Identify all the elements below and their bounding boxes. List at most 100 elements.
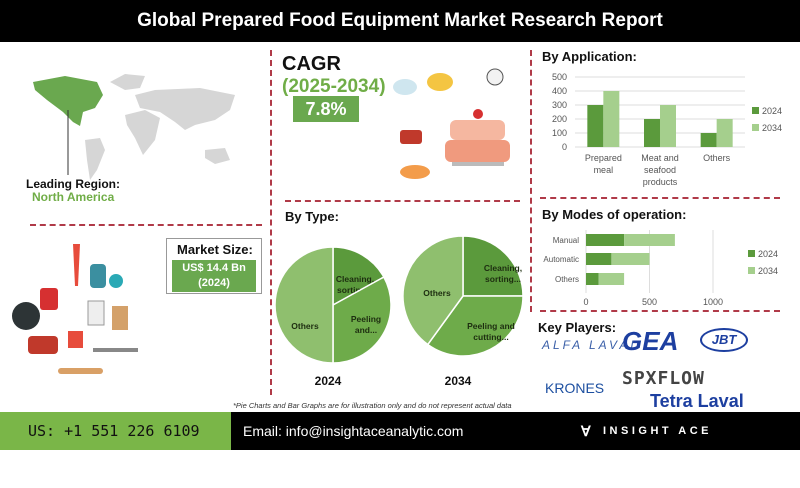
logo-gea: GEA — [622, 326, 679, 356]
legend-label: 2024 — [762, 106, 782, 116]
knife-icon — [93, 348, 138, 352]
y-tick-label: 400 — [552, 86, 567, 96]
north-america-shape — [33, 76, 103, 126]
kitchen-utensils-illustration — [12, 244, 138, 374]
bar-2024 — [587, 105, 604, 147]
by-modes-title: By Modes of operation: — [542, 207, 687, 222]
pie-slice — [274, 246, 334, 364]
africa-shape — [125, 110, 160, 155]
key-players-title: Key Players: — [538, 320, 617, 335]
y-tick-label: 0 — [562, 142, 567, 152]
spatula-icon — [73, 244, 80, 286]
x-tick-label: products — [643, 177, 678, 187]
jug-icon — [87, 300, 105, 326]
cake-stand — [452, 162, 504, 166]
bar-2024 — [586, 234, 625, 246]
page-title: Global Prepared Food Equipment Market Re… — [137, 10, 663, 31]
x-tick-label: 500 — [642, 297, 657, 307]
market-size-year: (2024) — [198, 277, 230, 289]
logo-tetra-laval: Tetra Laval — [650, 391, 744, 411]
mitten-icon — [68, 331, 83, 348]
rolling-pin-icon — [58, 368, 103, 374]
divider — [540, 310, 780, 312]
disclaimer-note: *Pie Charts and Bar Graphs are for illus… — [233, 401, 512, 410]
y-tick-label: Automatic — [543, 255, 579, 264]
legend-swatch — [748, 267, 755, 274]
pie-slice — [332, 246, 385, 307]
by-application-bar-chart: 0 100 200 300 400 500 Prepared meal Meat and seaf… — [552, 72, 782, 187]
divider — [270, 50, 272, 395]
legend-label: 2034 — [762, 123, 782, 133]
bar-2034 — [660, 105, 676, 147]
y-tick-label: 500 — [552, 72, 567, 82]
phone-contact[interactable]: US: +1 551 226 6109 — [0, 412, 231, 450]
strainer-icon — [109, 274, 123, 288]
eurasia-shape — [135, 88, 235, 130]
timer-icon — [486, 68, 504, 86]
logo-jbt: JBT — [700, 328, 748, 352]
pie-label: Cleaning, — [336, 274, 374, 284]
pan-icon — [12, 302, 40, 330]
brand-logo-icon: Ɐ — [581, 423, 591, 439]
pie-year-label: 2034 — [445, 374, 472, 388]
bar-2034 — [624, 234, 675, 246]
bowl-icon — [393, 79, 417, 95]
kettle-icon — [90, 264, 106, 288]
by-application-title: By Application: — [542, 49, 637, 64]
x-tick-label: Others — [703, 153, 731, 163]
logo-spxflow: SPXFLOW — [622, 368, 705, 389]
pie-slice — [402, 235, 464, 346]
pie-label: cutting... — [473, 332, 508, 342]
bar-2024 — [700, 133, 717, 147]
pie-year-label: 2024 — [315, 374, 342, 388]
cake-bottom — [445, 140, 510, 162]
logo-krones: KRONES — [545, 380, 605, 396]
pie-label: Peeling — [351, 314, 381, 324]
bar-2034 — [598, 273, 625, 285]
cooking-illustration — [393, 68, 510, 179]
logo-alfa-laval: ALFA LAVAL — [542, 338, 641, 352]
y-tick-label: 200 — [552, 114, 567, 124]
divider — [540, 197, 780, 199]
divider — [285, 200, 520, 202]
pie-slice — [426, 295, 524, 357]
market-size-label: Market Size: — [177, 242, 253, 257]
divider — [30, 224, 262, 226]
pudding-icon — [400, 165, 430, 179]
pie-label: Peeling and — [467, 321, 515, 331]
x-tick-label: Meat and — [641, 153, 679, 163]
market-size-card — [166, 238, 262, 294]
by-type-pie-charts: Cleaning,sorting...Peelingand...Others20… — [274, 235, 524, 388]
world-map — [33, 74, 235, 180]
leading-region-label: Leading Region: — [26, 177, 120, 191]
bar-2034 — [603, 91, 620, 147]
pie-label: and... — [355, 325, 377, 335]
bar-2024 — [586, 273, 599, 285]
market-size-value: US$ 14.4 Bn — [182, 262, 246, 274]
x-tick-label: 1000 — [703, 297, 723, 307]
greenland-shape — [110, 74, 145, 90]
pie-label: Cleaning, — [484, 263, 522, 273]
y-tick-label: Others — [555, 275, 579, 284]
pie-slice — [462, 235, 524, 297]
board-icon — [112, 306, 128, 330]
y-tick-label: 100 — [552, 128, 567, 138]
bar-2024 — [644, 119, 660, 147]
pie-label: sorting... — [485, 274, 521, 284]
legend-label: 2024 — [758, 249, 778, 259]
by-type-title: By Type: — [285, 209, 339, 224]
legend-swatch — [752, 124, 759, 131]
legend-swatch — [748, 250, 755, 257]
email-contact[interactable]: Email: info@insightaceanalytic.com — [243, 423, 464, 439]
casserole-icon — [28, 336, 58, 354]
pie-slice — [332, 276, 392, 364]
divider — [530, 50, 532, 312]
brand-name: INSIGHT ACE ANALYTIC — [603, 425, 712, 475]
pie-label: sorting... — [337, 285, 373, 295]
pie-label: Others — [423, 288, 451, 298]
x-tick-label: 0 — [583, 297, 588, 307]
leading-region-value: North America — [32, 190, 115, 204]
by-modes-bar-chart: 0 500 1000 Manual Automatic Others 2024 2034 — [543, 230, 778, 307]
bar-2034 — [716, 119, 733, 147]
market-size-value-box: US$ 14.4 Bn (2024) — [172, 260, 256, 292]
